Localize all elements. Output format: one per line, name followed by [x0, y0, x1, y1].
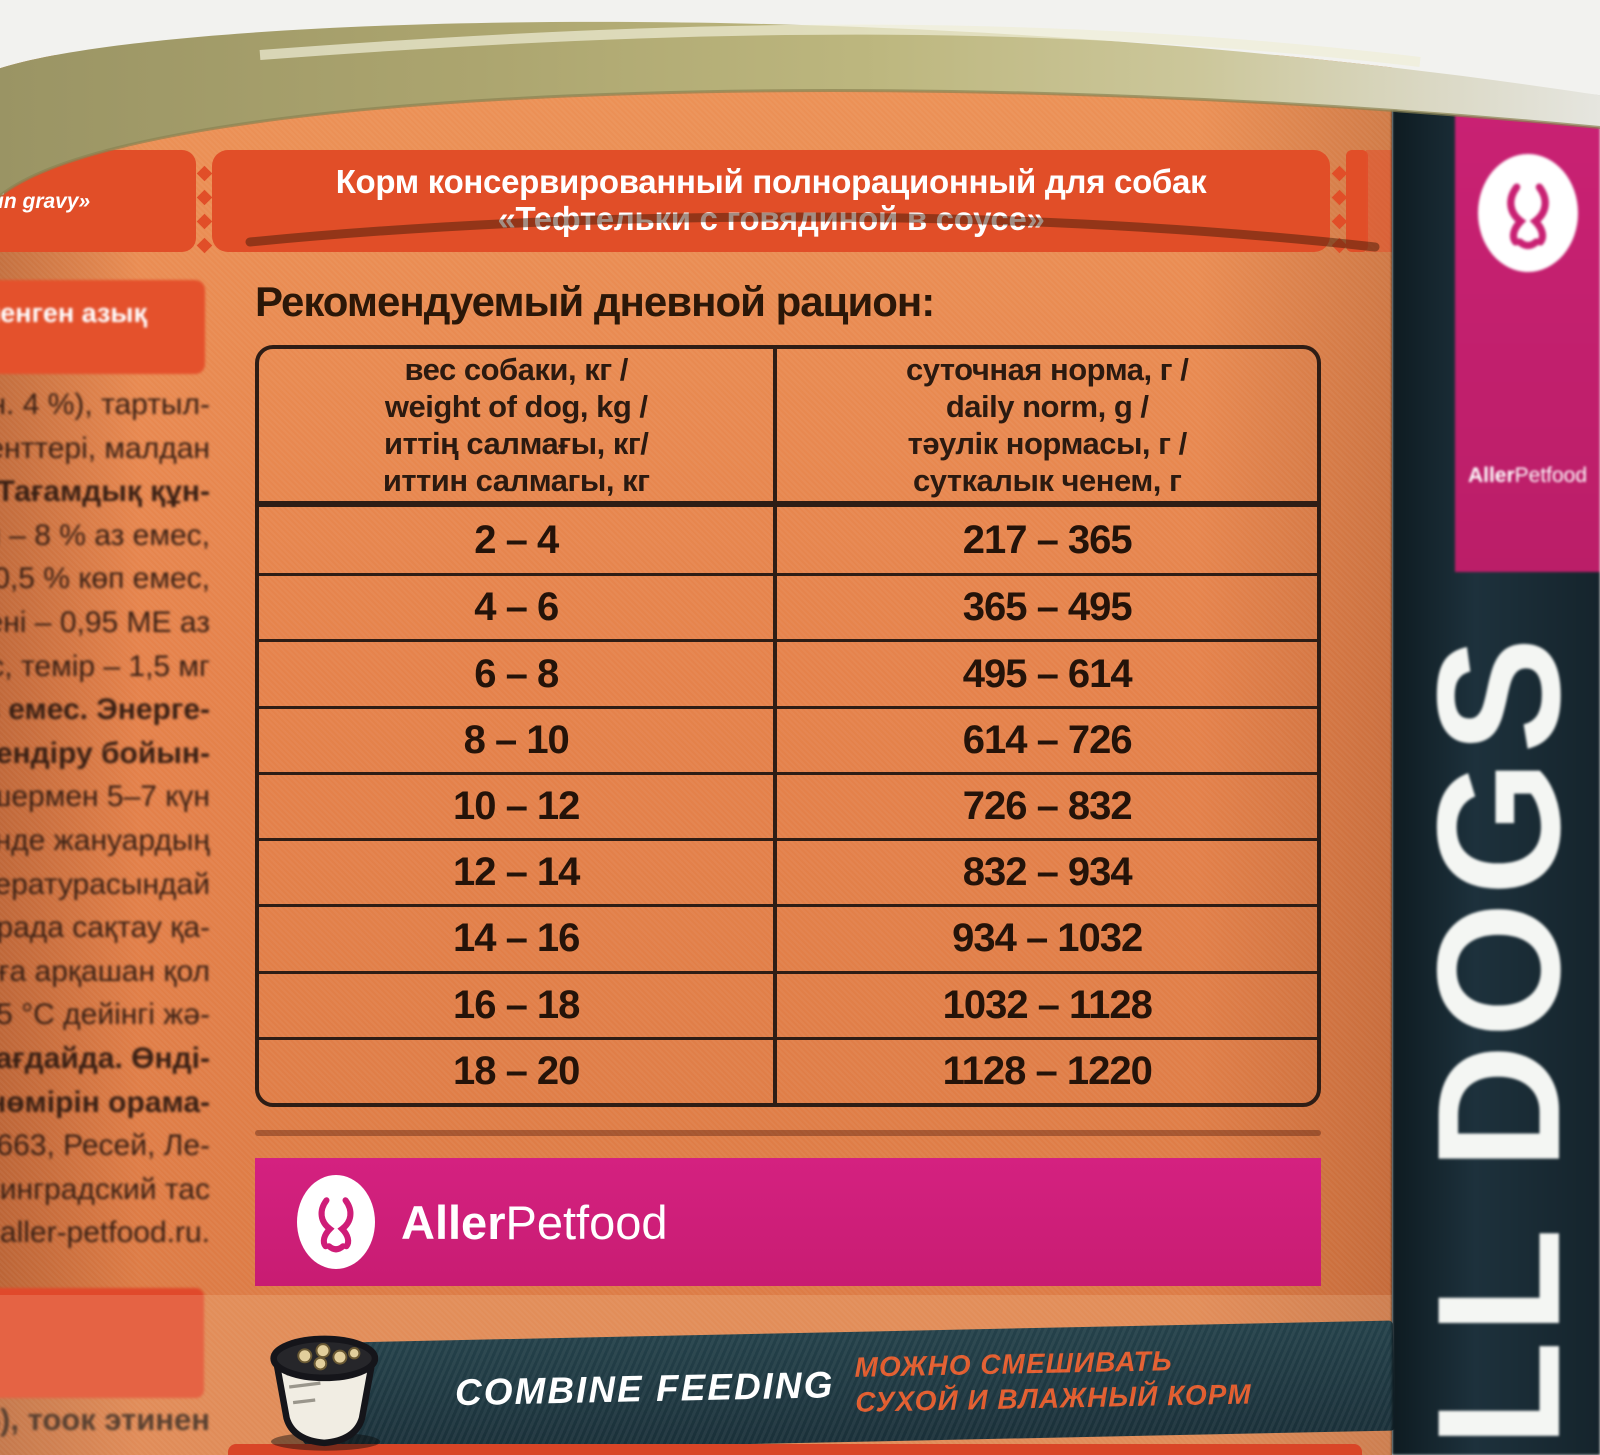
dog-bowl-icon — [270, 1335, 381, 1451]
weight-cell: 6 – 8 — [259, 639, 778, 706]
norm-cell: 365 – 495 — [777, 573, 1317, 639]
product-name-line1: Корм консервированный полнорационный для… — [335, 163, 1207, 200]
norm-cell: 495 – 614 — [777, 639, 1317, 705]
left-text-line: компоненттері, малдан — [0, 431, 210, 465]
brand-banner: AllerPetfood — [255, 1158, 1321, 1286]
section-title: Рекомендуемый дневной рацион: — [255, 278, 935, 325]
vertical-all-dogs-label: ALL DOGS — [1402, 631, 1597, 1455]
left-bottom-red-block — [0, 1288, 204, 1398]
left-text-line: нөмірін орама- — [0, 1085, 210, 1119]
weight-cell: 2 – 4 — [259, 507, 778, 574]
allerpetfood-logo-icon — [297, 1175, 375, 1269]
product-name-banner: Корм консервированный полнорационный для… — [212, 150, 1330, 252]
brand-name: AllerPetfood — [401, 1195, 668, 1250]
left-text-line: мөлшермен 5–7 күн — [0, 780, 210, 814]
left-text-line: кезінде жануардың — [0, 823, 210, 857]
brand-name-regular: Petfood — [505, 1195, 668, 1249]
weight-cell: 4 – 6 — [259, 573, 778, 640]
left-red-banner-text: ленген азық — [0, 298, 147, 328]
weight-cell: 12 – 14 — [259, 838, 778, 905]
top-banner-left-ribbon: in gravy» — [0, 150, 196, 252]
label-background — [0, 55, 1392, 1455]
top-banner-right-stub — [1346, 150, 1368, 252]
left-text-column: ленген азық (ті мин. 4 %), тартыл-компон… — [0, 0, 210, 1455]
norm-cell: 832 – 934 — [777, 838, 1317, 904]
weight-cell: 14 – 16 — [259, 904, 778, 971]
table-header-norm: суточная норма, г / daily norm, g / тәул… — [777, 349, 1317, 507]
label-crease-line — [255, 1130, 1321, 1136]
weight-cell: 8 – 10 — [259, 705, 778, 772]
left-text-lines: (ті мин. 4 %), тартыл-компоненттері, мал… — [0, 383, 210, 1255]
allerpetfood-logo-icon — [1478, 154, 1578, 272]
weight-cell: 10 – 12 — [259, 771, 778, 839]
left-text-line: протеин – 8 % аз емес, — [0, 518, 210, 552]
left-text-line: температурасындай — [0, 867, 210, 901]
bottom-red-strip — [228, 1444, 1362, 1455]
product-name-line2: «Тефтельки с говядиной в соусе» — [497, 200, 1045, 237]
left-text-line: температурада сақтау қа- — [0, 911, 210, 945]
left-text-line: дәрумені – 0,95 МЕ аз — [0, 605, 210, 639]
left-text-line: (ті мин. 4 %), тартыл- — [0, 388, 210, 421]
norm-cell: 1128 – 1220 — [777, 1036, 1317, 1103]
brand-glyph — [1507, 183, 1549, 250]
brand-glyph — [318, 1197, 354, 1253]
left-text-line: Құрастендіру бойын- — [0, 736, 210, 770]
top-banner-right-tint — [1366, 150, 1392, 252]
right-side-band: ALL DOGS AllerPetfood — [1392, 0, 1600, 1455]
left-text-line: жағдайда. Өнді- — [0, 1041, 210, 1075]
left-text-line: 188663, Ресей, Ле- — [0, 1129, 210, 1163]
brand-name-bold: Aller — [401, 1195, 506, 1249]
combine-feeding-label: COMBINE FEEDING — [454, 1364, 835, 1414]
norm-cell: 217 – 365 — [962, 517, 1133, 562]
weight-cell: 16 – 18 — [259, 970, 778, 1037]
left-text-line: ден +25 °С дейінгі жә- — [0, 998, 210, 1032]
norm-cell: 726 – 832 — [777, 771, 1317, 838]
left-text-line: көзі. Тағамдық құн- — [0, 475, 210, 509]
left-section-red-banner: ленген азық — [0, 280, 205, 374]
norm-cell: 614 – 726 — [777, 705, 1317, 772]
top-banner-left-fragment: in gravy» — [0, 190, 91, 213]
left-text-line: Ленинградский тас — [0, 1172, 210, 1206]
table-header-weight: вес собаки, кг / weight of dog, kg / итт… — [259, 349, 778, 507]
left-text-line: аз емес, темір – 1,5 мг — [0, 649, 210, 683]
left-bottom-line: мин. 4 %), тоок этинен — [0, 1402, 210, 1437]
left-text-line: – 0,5 % көп емес, — [0, 562, 210, 596]
combine-feeding-ru-label: МОЖНО СМЕШИВАТЬ СУХОЙ И ВЛАЖНЫЙ КОРМ — [854, 1345, 1253, 1418]
side-pink-logo-square: AllerPetfood — [1455, 112, 1600, 572]
norm-cell: 1032 – 1128 — [777, 970, 1317, 1037]
combine-feeding-ribbon: COMBINE FEEDING МОЖНО СМЕШИВАТЬ СУХОЙ И … — [296, 1320, 1396, 1454]
norm-cell: 934 – 1032 — [777, 904, 1317, 970]
left-text-line: ауыз суға арқашан қол — [0, 954, 210, 988]
weight-cell: 18 – 20 — [259, 1036, 778, 1103]
feeding-ration-table: вес собаки, кг / weight of dog, kg / итт… — [255, 345, 1321, 1107]
left-text-line: мг аз емес. Энерге- — [0, 693, 210, 727]
left-text-line: mail@aller-petfood.ru. — [0, 1216, 210, 1250]
side-brand-name: AllerPetfood — [1467, 464, 1588, 487]
